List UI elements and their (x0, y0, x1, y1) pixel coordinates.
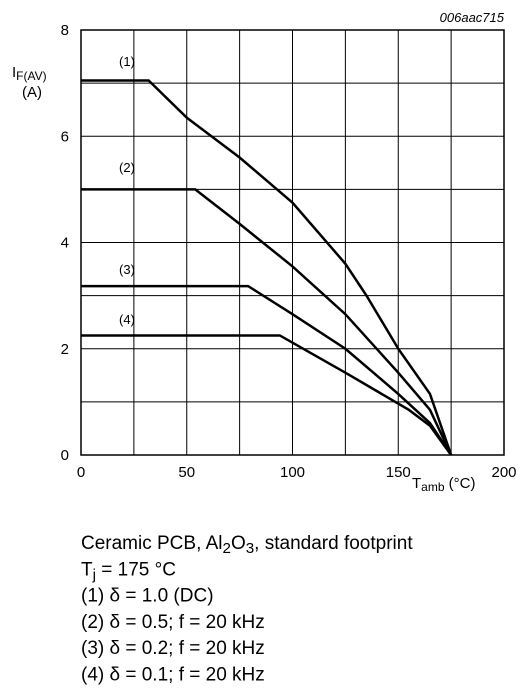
x-tick-label: 100 (280, 464, 305, 481)
note-line: Tj = 175 °C (81, 559, 176, 583)
text-part: , standard footprint (254, 533, 413, 554)
curve (81, 334, 453, 456)
y-axis-label: IF(AV) (12, 64, 47, 83)
text-part: I (12, 64, 16, 81)
curve (81, 79, 453, 456)
curve-label: (3) (119, 262, 135, 277)
text-part: Ceramic PCB, Al (81, 533, 222, 554)
y-tick-label: 2 (61, 341, 69, 358)
text-part: T (81, 559, 93, 580)
subscript: 3 (246, 540, 254, 557)
note-line: (4) δ = 0.1; f = 20 kHz (81, 665, 265, 686)
figure-code: 006aac715 (440, 10, 505, 25)
text-part: O (231, 533, 246, 554)
text-part: (°C) (445, 475, 476, 492)
y-tick-label: 8 (61, 22, 69, 39)
text-part: (2) δ = 0.5; f = 20 kHz (81, 612, 265, 633)
y-tick-label: 6 (61, 128, 69, 145)
text-part: (4) δ = 0.1; f = 20 kHz (81, 665, 265, 686)
text-part: = 175 °C (96, 559, 176, 580)
curve-label: (2) (119, 160, 135, 175)
text-part: T (412, 475, 421, 492)
y-axis-unit: (A) (22, 84, 42, 101)
note-line: (1) δ = 1.0 (DC) (81, 586, 214, 607)
plot-frame (80, 29, 505, 456)
subscript: 2 (222, 540, 230, 557)
x-tick-label: 150 (386, 464, 411, 481)
curve-label: (4) (119, 312, 135, 327)
curve (81, 284, 453, 456)
note-line: Ceramic PCB, Al2O3, standard footprint (81, 533, 413, 557)
subscript: F(AV) (16, 69, 46, 83)
x-tick-label: 200 (491, 464, 516, 481)
text-part: (3) δ = 0.2; f = 20 kHz (81, 638, 265, 659)
y-tick-label: 0 (61, 447, 69, 464)
subscript: j (92, 566, 96, 583)
y-tick-label: 4 (61, 235, 69, 252)
x-tick-label: 0 (77, 464, 85, 481)
curve-label: (1) (119, 54, 135, 69)
x-tick-label: 50 (178, 464, 195, 481)
note-line: (3) δ = 0.2; f = 20 kHz (81, 638, 265, 659)
x-axis-label: Tamb (°C) (412, 475, 476, 494)
note-line: (2) δ = 0.5; f = 20 kHz (81, 612, 265, 633)
subscript: amb (421, 480, 445, 494)
text-part: (1) δ = 1.0 (DC) (81, 586, 214, 607)
curve (81, 188, 453, 456)
